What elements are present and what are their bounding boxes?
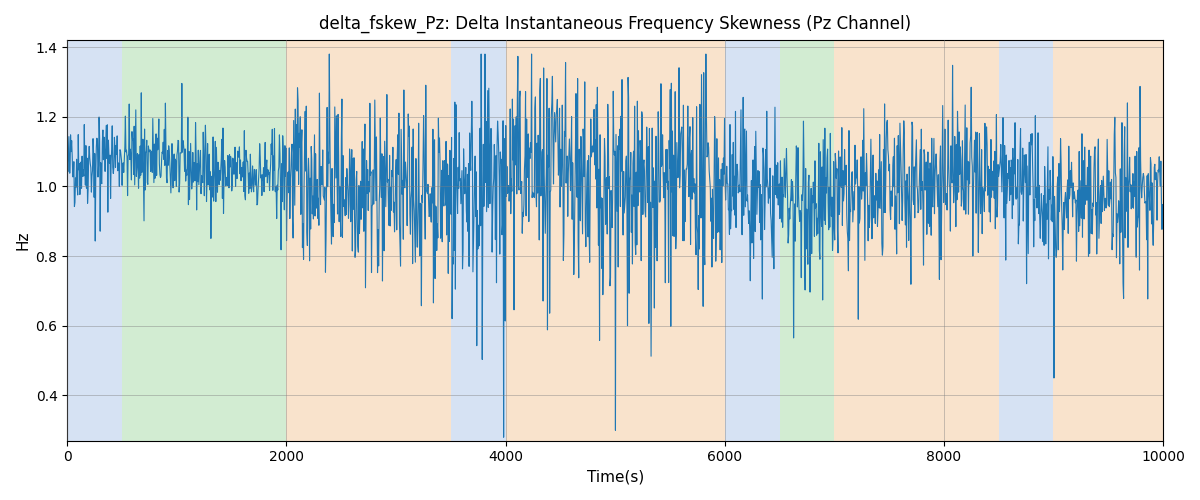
Bar	[341, 40, 451, 440]
Title: delta_fskew_Pz: Delta Instantaneous Frequency Skewness (Pz Channel): delta_fskew_Pz: Delta Instantaneous Freq…	[319, 15, 911, 34]
Bar	[889, 40, 998, 440]
X-axis label: Time(s): Time(s)	[587, 470, 643, 485]
Bar	[122, 40, 287, 440]
Y-axis label: Hz: Hz	[16, 230, 30, 250]
Bar	[1054, 40, 1184, 440]
Bar	[505, 40, 616, 440]
Bar	[725, 40, 780, 440]
Bar	[998, 40, 1054, 440]
Bar	[780, 40, 834, 440]
Bar	[834, 40, 889, 440]
Bar	[451, 40, 505, 440]
Bar	[616, 40, 725, 440]
Bar	[67, 40, 122, 440]
Bar	[287, 40, 341, 440]
